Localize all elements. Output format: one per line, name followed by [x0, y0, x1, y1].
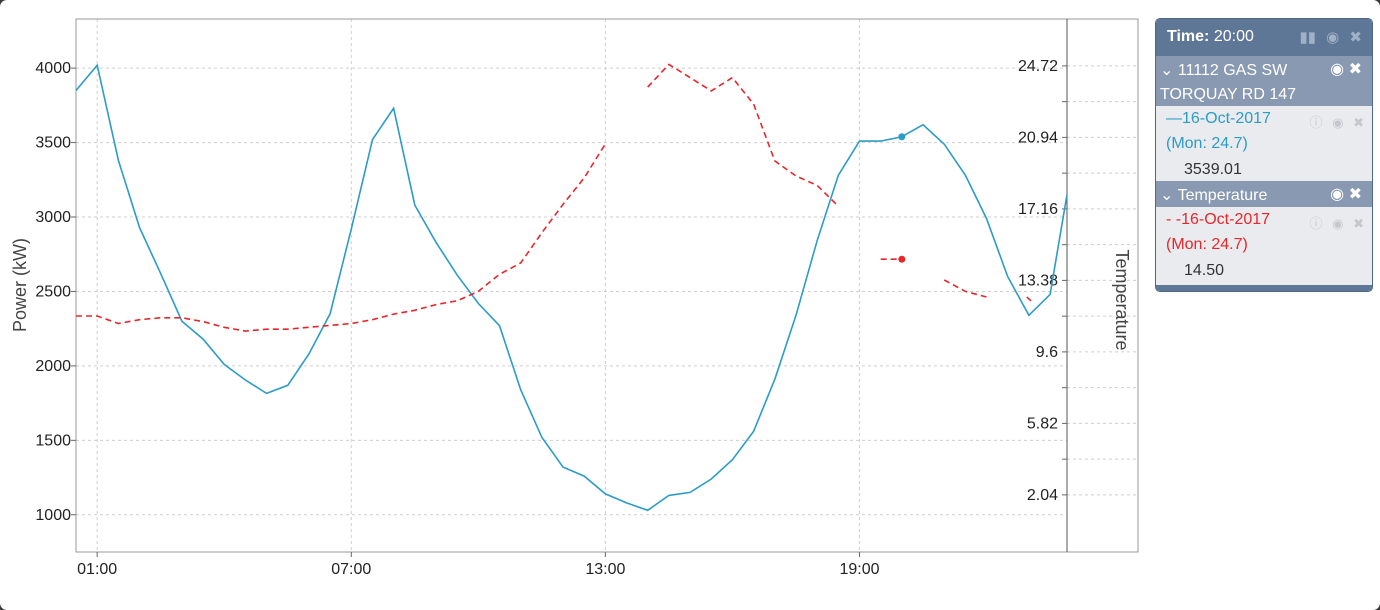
- left-tick-label: 4000: [35, 60, 71, 77]
- hover-marker: [898, 255, 906, 263]
- legend-section-power[interactable]: ⌄ 11112 GAS SW TORQUAY RD 147 ◉ ✖: [1156, 56, 1372, 106]
- power-item-mon: (Mon: 24.7): [1166, 135, 1248, 152]
- x-tick-label: 13:00: [585, 561, 625, 578]
- eye-slash-icon[interactable]: ◉: [1332, 216, 1344, 231]
- eye-slash-icon[interactable]: ◉: [1330, 186, 1345, 203]
- hover-marker: [898, 133, 906, 141]
- temperature-series-segment: [1026, 296, 1032, 302]
- legend-header-icons: ▮▮ ◉ ✖: [1293, 28, 1362, 46]
- legend-time: Time: 20:00: [1167, 28, 1254, 46]
- eye-slash-icon[interactable]: ◉: [1330, 61, 1345, 78]
- legend-section-temp-icons: ◉ ✖: [1330, 184, 1362, 204]
- x-tick-label: 07:00: [331, 561, 371, 578]
- right-tick-label: 13.38: [1018, 272, 1058, 289]
- close-icon[interactable]: ✖: [1348, 186, 1362, 203]
- x-axis-ticks: 01:00 07:00 13:00 19:00: [77, 552, 880, 578]
- legend-section-temp-name: ⌄ Temperature: [1160, 184, 1330, 208]
- right-tick-label: 20.94: [1018, 129, 1058, 146]
- right-axis-label: Temperature: [1112, 249, 1132, 350]
- close-icon[interactable]: ✖: [1348, 61, 1362, 78]
- right-tick-label: 2.04: [1027, 487, 1058, 504]
- legend-header: Time: 20:00 ▮▮ ◉ ✖: [1156, 19, 1372, 56]
- legend-panel: Time: 20:00 ▮▮ ◉ ✖ ⌄ 11112 GAS SW TORQUA…: [1155, 18, 1373, 292]
- info-icon[interactable]: ⓘ: [1309, 216, 1323, 231]
- right-tick-label: 24.72: [1018, 58, 1058, 75]
- left-axis-ticks: 1000 1500 2000 2500 3000 3500 4000: [35, 60, 76, 524]
- x-tick-label: 19:00: [839, 561, 879, 578]
- legend-section-power-icons: ◉ ✖: [1330, 59, 1362, 79]
- power-series-line: [75, 63, 1068, 512]
- temperature-series-segment: [76, 143, 607, 332]
- left-tick-label: 1000: [35, 507, 71, 524]
- right-axis-ticks: 2.04 5.82 9.6 13.38 17.16 20.94 24.72: [1018, 58, 1067, 504]
- chevron-down-icon[interactable]: ⌄: [1160, 187, 1174, 204]
- temperature-series-segment: [943, 279, 987, 298]
- x-tick-label: 01:00: [77, 561, 117, 578]
- left-axis-label: Power (kW): [10, 238, 30, 332]
- power-item-icons: ⓘ ◉ ✖: [1303, 112, 1364, 131]
- temp-item-date: - -16-Oct-2017: [1166, 211, 1271, 228]
- markers-group[interactable]: [898, 133, 906, 263]
- legend-section-temperature[interactable]: ⌄ Temperature ◉ ✖: [1156, 181, 1372, 207]
- power-date: 16-Oct-2017: [1182, 110, 1271, 127]
- right-tick-label: 17.16: [1018, 201, 1058, 218]
- close-icon[interactable]: ✖: [1353, 115, 1364, 130]
- left-tick-label: 1500: [35, 432, 71, 449]
- power-item-value: 3539.01: [1184, 161, 1242, 178]
- temp-date: 16-Oct-2017: [1181, 211, 1271, 228]
- series-group[interactable]: [75, 63, 1068, 512]
- left-tick-label: 3000: [35, 209, 71, 226]
- left-tick-label: 2500: [35, 283, 71, 300]
- temp-series-name: Temperature: [1177, 187, 1268, 204]
- right-tick-label: 9.6: [1036, 344, 1058, 361]
- time-label: Time:: [1167, 28, 1210, 45]
- eye-slash-icon[interactable]: ◉: [1332, 115, 1344, 130]
- time-value: 20:00: [1213, 28, 1254, 45]
- legend-item-power: —16-Oct-2017 (Mon: 24.7) 3539.01 ⓘ ◉ ✖: [1156, 106, 1372, 181]
- power-item-date: —16-Oct-2017: [1166, 110, 1271, 127]
- plot-border: [75, 18, 1139, 553]
- info-icon[interactable]: ⓘ: [1309, 115, 1323, 130]
- temp-item-icons: ⓘ ◉ ✖: [1303, 213, 1364, 232]
- close-icon[interactable]: ✖: [1349, 29, 1362, 46]
- bar-chart-icon[interactable]: ▮▮: [1299, 29, 1316, 46]
- eye-slash-icon[interactable]: ◉: [1326, 29, 1340, 46]
- legend-section-power-name: ⌄ 11112 GAS SW TORQUAY RD 147: [1160, 59, 1330, 107]
- left-tick-label: 2000: [35, 358, 71, 375]
- gridlines: [76, 19, 1138, 552]
- legend-footer: [1156, 285, 1372, 291]
- legend-item-temperature: - -16-Oct-2017 (Mon: 24.7) 14.50 ⓘ ◉ ✖: [1156, 207, 1372, 287]
- close-icon[interactable]: ✖: [1353, 216, 1364, 231]
- temp-item-value: 14.50: [1184, 262, 1225, 279]
- temp-item-mon: (Mon: 24.7): [1166, 236, 1248, 253]
- temperature-series-segment: [647, 63, 839, 207]
- right-tick-label: 5.82: [1027, 415, 1058, 432]
- power-series-name: 11112 GAS SW TORQUAY RD 147: [1160, 62, 1297, 103]
- left-tick-label: 3500: [35, 135, 71, 152]
- chevron-down-icon[interactable]: ⌄: [1160, 62, 1174, 79]
